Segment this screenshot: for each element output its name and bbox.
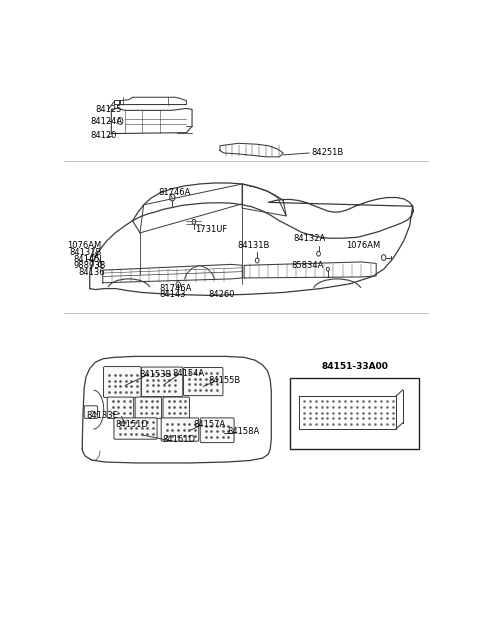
Text: 1731UF: 1731UF — [195, 225, 227, 234]
Text: 84151D: 84151D — [115, 420, 148, 429]
Text: 84157A: 84157A — [193, 420, 226, 429]
Bar — [290, 377, 420, 449]
Text: 84154A: 84154A — [173, 369, 205, 378]
Text: 81746A: 81746A — [158, 188, 191, 197]
FancyBboxPatch shape — [163, 397, 190, 418]
Text: 84161D: 84161D — [162, 435, 195, 444]
FancyBboxPatch shape — [104, 367, 141, 398]
Text: 84151-33A00: 84151-33A00 — [321, 362, 388, 371]
Text: 84143: 84143 — [160, 291, 186, 299]
Text: 84124A: 84124A — [91, 116, 122, 126]
Text: 84158A: 84158A — [228, 428, 260, 437]
Text: 85834A: 85834A — [292, 261, 324, 270]
Text: 84131B: 84131B — [70, 248, 102, 257]
Text: 84132A: 84132A — [294, 234, 326, 243]
FancyBboxPatch shape — [200, 418, 234, 443]
Text: 98893B: 98893B — [73, 261, 106, 270]
FancyBboxPatch shape — [114, 418, 157, 439]
Text: 1076AM: 1076AM — [347, 242, 381, 250]
Text: 84145L: 84145L — [73, 255, 104, 264]
Text: 84251B: 84251B — [311, 148, 343, 157]
Text: 84131B: 84131B — [238, 242, 270, 250]
FancyBboxPatch shape — [161, 418, 199, 441]
Text: 84155B: 84155B — [208, 376, 240, 385]
Text: 84136: 84136 — [79, 267, 105, 277]
FancyBboxPatch shape — [142, 367, 183, 397]
Text: 84260: 84260 — [209, 291, 235, 299]
FancyBboxPatch shape — [183, 367, 223, 396]
FancyBboxPatch shape — [84, 406, 97, 418]
FancyBboxPatch shape — [135, 397, 162, 418]
Text: 1076AM: 1076AM — [67, 242, 102, 250]
Text: 500 x 500 x 1,6: 500 x 500 x 1,6 — [322, 437, 387, 446]
Text: 84125: 84125 — [96, 105, 122, 114]
FancyBboxPatch shape — [107, 397, 133, 418]
Text: 81746A: 81746A — [160, 284, 192, 293]
Text: 84120: 84120 — [91, 131, 117, 140]
Text: 84153B: 84153B — [139, 370, 172, 379]
Text: 84133E: 84133E — [87, 411, 119, 420]
